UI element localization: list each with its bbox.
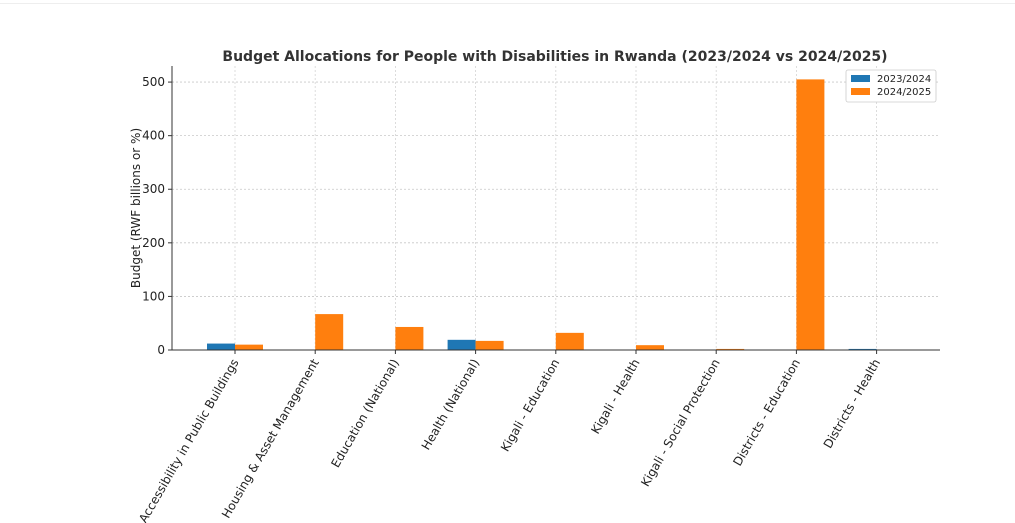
top-divider	[0, 3, 1015, 4]
y-tick-label: 400	[142, 129, 165, 143]
axes	[168, 66, 940, 354]
legend-swatch	[851, 88, 870, 95]
bar-2024-2025	[555, 332, 584, 350]
grid-lines	[172, 66, 940, 351]
bar-2024-2025	[796, 79, 825, 350]
legend-label: 2023/2024	[877, 74, 931, 85]
y-tick-label: 200	[142, 236, 165, 250]
bar-2023-2024	[848, 348, 877, 350]
bar-2024-2025	[716, 348, 745, 350]
y-tick-label: 300	[142, 182, 165, 196]
bar-2024-2025	[475, 340, 504, 350]
x-tick-label: Education (National)	[328, 357, 402, 470]
x-tick-label: Housing & Asset Management	[219, 356, 322, 520]
legend-label: 2024/2025	[877, 87, 931, 98]
x-tick-label: Districts - Education	[730, 357, 803, 469]
y-axis-label: Budget (RWF billions or %)	[129, 128, 143, 288]
y-tick-label: 100	[142, 289, 165, 303]
bar-2024-2025	[315, 314, 344, 350]
bar-2024-2025	[636, 345, 664, 350]
y-tick-label: 0	[157, 343, 165, 357]
bars-group	[207, 79, 877, 350]
chart-title: Budget Allocations for People with Disab…	[222, 49, 887, 65]
x-tick-label: Health (National)	[419, 357, 482, 453]
legend: 2023/2024 2024/2025	[845, 69, 937, 103]
tick-labels: 0 100 200 300 400 500 Accessibility in Public …	[136, 75, 883, 523]
legend-swatch	[851, 75, 870, 82]
x-tick-label: Districts - Health	[821, 357, 883, 451]
bar-2024-2025	[395, 326, 424, 350]
x-tick-label: Kigali - Health	[588, 357, 642, 437]
x-tick-label: Accessibility in Public Buildings	[136, 357, 241, 523]
x-tick-label: Kigali - Education	[498, 357, 562, 455]
bar-2023-2024	[447, 339, 476, 350]
bar-2024-2025	[235, 344, 263, 350]
bar-2023-2024	[207, 343, 235, 350]
y-tick-label: 500	[142, 75, 165, 89]
x-tick-label: Kigali - Social Protection	[638, 357, 723, 489]
